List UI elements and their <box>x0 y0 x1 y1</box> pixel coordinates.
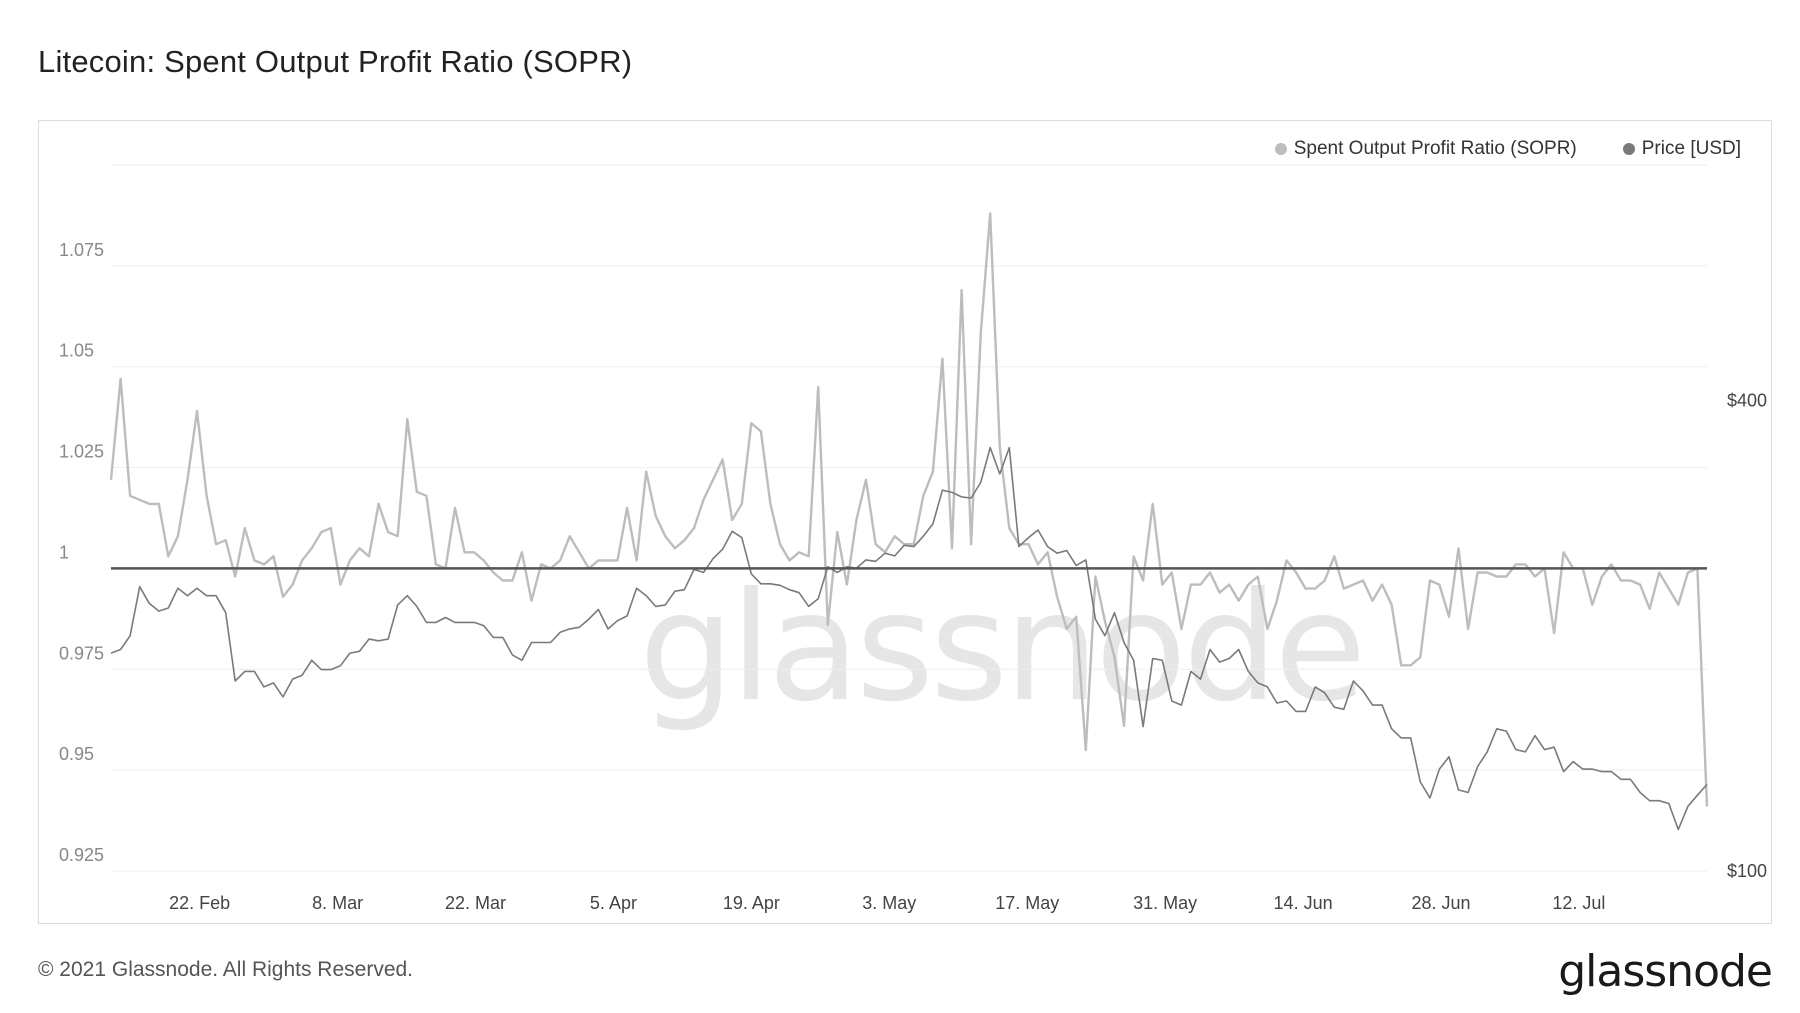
x-tick-label: 19. Apr <box>723 893 780 913</box>
legend-dot-price <box>1622 143 1635 155</box>
x-tick-label: 22. Mar <box>445 893 506 913</box>
x-tick-label: 17. May <box>995 893 1059 913</box>
legend: Spent Output Profit Ratio (SOPR) Price [… <box>1274 138 1741 160</box>
x-tick-label: 5. Apr <box>590 893 637 913</box>
chart-plot: 0.925 0.95 0.975 1 1.025 1.05 1.075 $100 $400 22.… <box>59 164 1767 913</box>
x-tick-label: 3. May <box>862 893 916 913</box>
x-tick-label: 8. Mar <box>312 893 363 913</box>
y-left-tick-label: 0.925 <box>59 845 104 865</box>
x-tick-label: 14. Jun <box>1274 893 1333 913</box>
y-left-tick-label: 1.075 <box>59 240 104 260</box>
x-tick-label: 28. Jun <box>1411 893 1470 913</box>
chart-frame: glassnode 0.925 0.95 0.975 1 1.025 1.05 1.075 $… <box>38 120 1772 924</box>
y-left-tick-label: 0.975 <box>59 643 104 663</box>
series-line-price <box>110 446 1708 831</box>
glassnode-logo: glassnode <box>1558 946 1773 997</box>
y-left-tick-label: 1 <box>59 542 69 562</box>
legend-item-sopr[interactable]: Spent Output Profit Ratio (SOPR) <box>1274 138 1577 160</box>
legend-item-price[interactable]: Price [USD] <box>1622 138 1741 160</box>
legend-label-price: Price [USD] <box>1641 138 1741 159</box>
x-tick-label: 31. May <box>1133 893 1197 913</box>
series-line-sopr <box>109 212 1709 807</box>
legend-label-sopr: Spent Output Profit Ratio (SOPR) <box>1293 138 1577 159</box>
y-left-tick-label: 1.025 <box>59 442 104 462</box>
y-left-tick-label: 0.95 <box>59 744 94 764</box>
legend-dot-sopr <box>1274 143 1287 155</box>
page-title: Litecoin: Spent Output Profit Ratio (SOP… <box>38 44 633 79</box>
y-right-tick-label: $400 <box>1727 390 1767 410</box>
y-left-tick-label: 1.05 <box>59 341 94 361</box>
footer-copyright: © 2021 Glassnode. All Rights Reserved. <box>38 958 414 981</box>
y-right-tick-label: $100 <box>1727 861 1767 881</box>
x-tick-label: 22. Feb <box>169 893 230 913</box>
x-tick-label: 12. Jul <box>1552 893 1605 913</box>
